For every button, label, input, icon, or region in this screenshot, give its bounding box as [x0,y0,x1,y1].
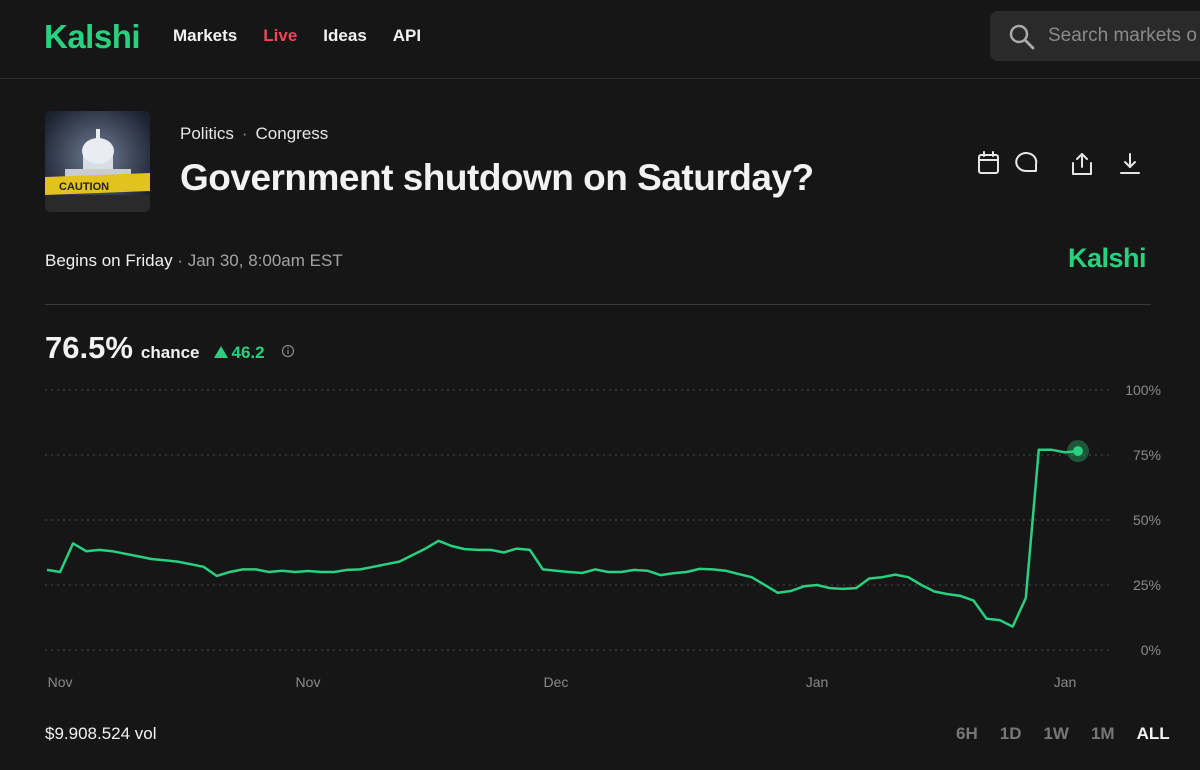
nav-link[interactable]: Ideas [323,26,367,45]
nav-link[interactable]: API [392,26,422,45]
market-title: Government shutdown on Saturday? [180,157,814,198]
top-bar [0,0,1200,79]
breadcrumb: Politics · Congress [180,124,329,143]
x-tick-label: Jan [1054,674,1077,690]
y-tick-label: 100% [1125,382,1161,398]
range-tab[interactable]: 1D [999,724,1022,743]
search-placeholder: Search markets o [1048,25,1197,46]
range-tab[interactable]: 1W [1043,724,1069,743]
nav-link[interactable]: Live [263,26,298,45]
chance-value: 76.5% [45,330,133,365]
range-tab[interactable]: 1M [1090,724,1115,743]
price-line [46,448,1079,628]
y-tick-label: 0% [1141,642,1161,658]
info-icon[interactable] [281,344,295,358]
y-tick-label: 25% [1133,577,1161,593]
x-tick-label: Jan [806,674,829,690]
volume: $9.908.524 vol [45,724,157,743]
share-icon[interactable] [1072,153,1092,175]
chance-row: 76.5% chance 46.2 [45,330,295,366]
change-value: 46.2 [231,343,265,362]
breadcrumb-item[interactable]: Politics [180,124,234,143]
x-tick-label: Nov [296,674,321,690]
logo[interactable]: Kalshi [44,18,141,55]
thumbnail-text: CAUTION [59,181,109,193]
nav-link[interactable]: Markets [173,26,238,45]
chance-change: 46.2 [213,343,265,363]
breadcrumb-item[interactable]: Congress [255,124,329,143]
calendar-icon[interactable] [978,151,999,174]
nav: Markets Live Ideas API [173,26,421,46]
chance-label: chance [140,343,200,362]
begins-row: Begins on Friday · Jan 30, 8:00am EST [45,251,343,270]
range-tabs: 6H 1D 1W 1M ALL [956,724,1170,744]
x-tick-label: Nov [48,674,73,690]
up-triangle [213,346,228,358]
begins-text: Begins on Friday [45,251,173,270]
range-tab[interactable]: 6H [956,724,978,743]
range-tab[interactable]: ALL [1136,724,1170,743]
search-box[interactable]: Search markets o [990,11,1200,61]
x-tick-label: Dec [544,674,569,690]
search-icon [1009,24,1035,50]
y-tick-label: 50% [1133,512,1161,528]
market-thumbnail: CAUTION [45,111,150,212]
divider [45,304,1151,305]
last-point [1073,446,1083,457]
download-icon[interactable] [1120,153,1140,174]
comment-icon[interactable] [1015,152,1038,173]
y-tick-label: 75% [1133,447,1161,463]
price-chart: 0% 25% 50% 75% 100% Nov Nov Dec Jan Jan [45,382,1161,690]
brand: Kalshi [1068,243,1147,273]
action-icons [978,151,1140,175]
begins-date: Jan 30, 8:00am EST [187,251,343,270]
